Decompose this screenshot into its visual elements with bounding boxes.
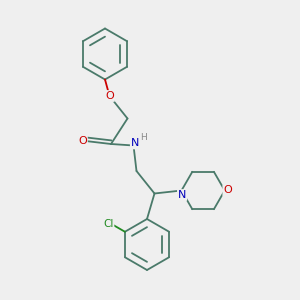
Text: N: N bbox=[178, 190, 186, 200]
Text: O: O bbox=[223, 185, 232, 196]
Text: N: N bbox=[131, 138, 139, 148]
Text: O: O bbox=[105, 91, 114, 101]
Text: O: O bbox=[78, 136, 87, 146]
Text: Cl: Cl bbox=[103, 219, 113, 229]
Text: H: H bbox=[140, 134, 146, 142]
